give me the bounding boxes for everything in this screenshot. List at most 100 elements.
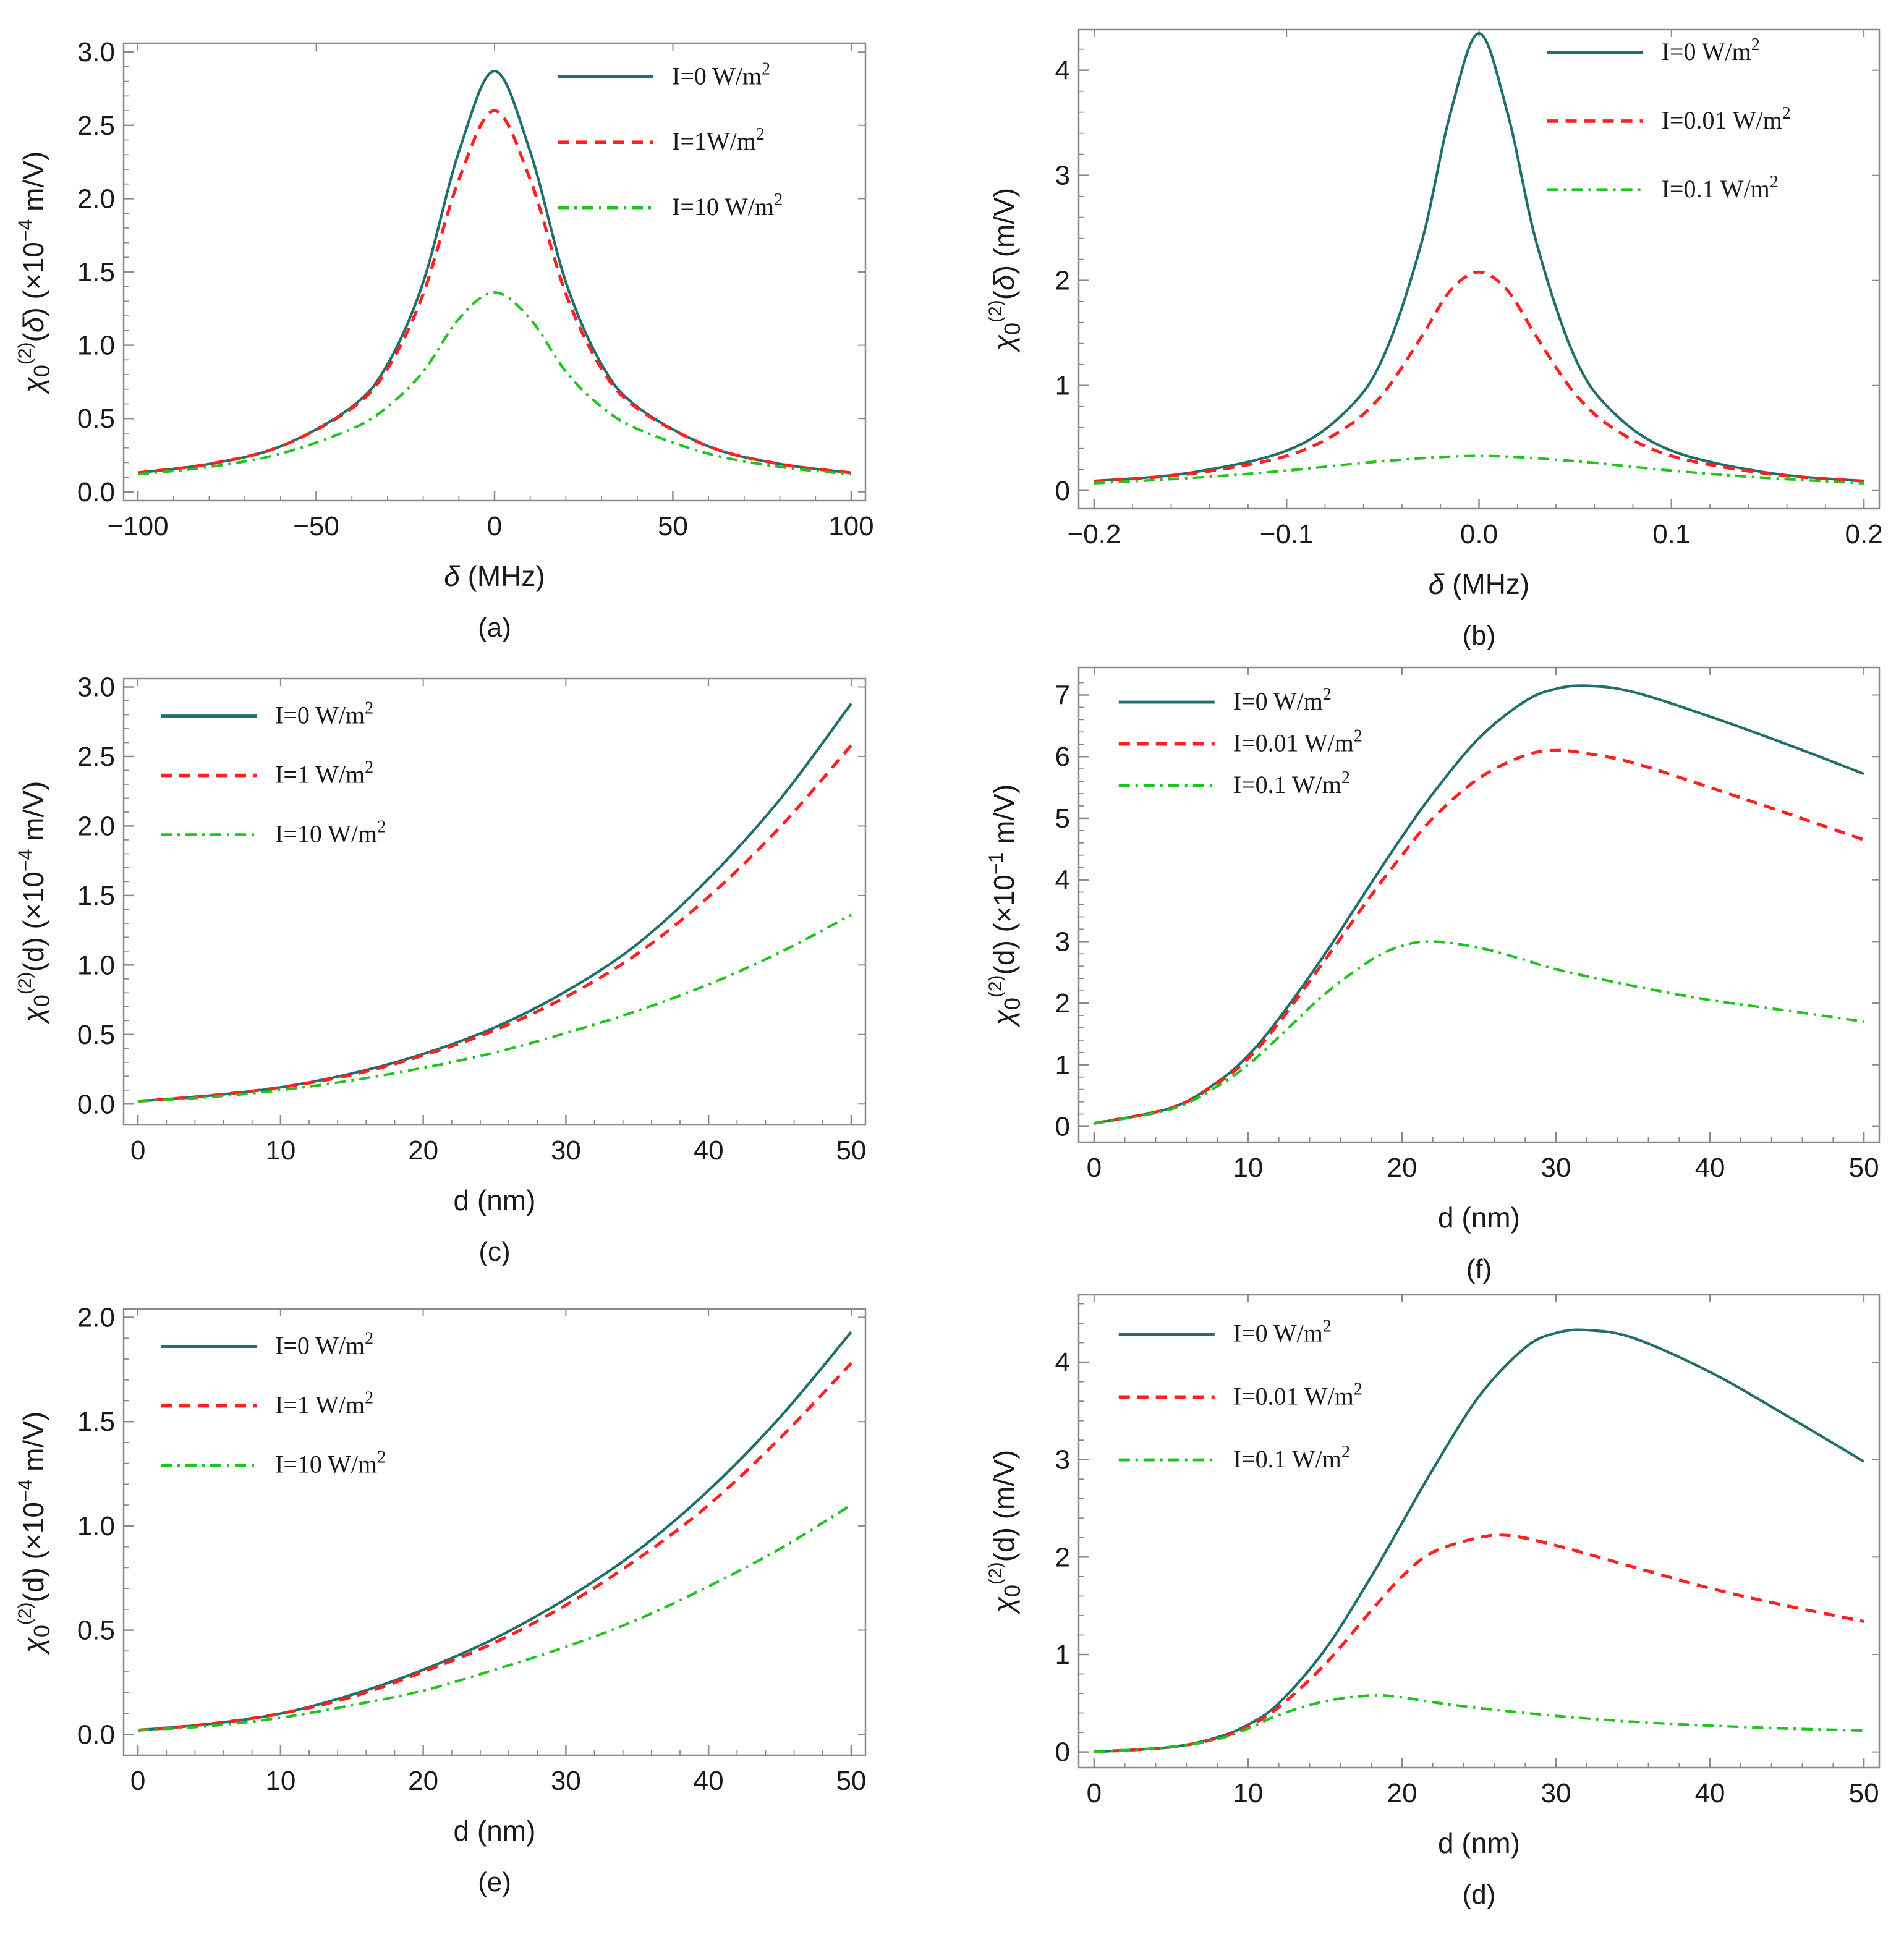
y-tick-label: 2 <box>1055 1542 1070 1572</box>
panel-label: (d) <box>1463 1879 1496 1910</box>
y-tick-label: 1.5 <box>77 257 115 287</box>
y-tick-label: 1 <box>1055 1640 1070 1670</box>
series-group <box>137 1331 852 1732</box>
y-tick-label: 2.0 <box>77 1302 115 1333</box>
series-line-dashdot <box>137 913 852 1103</box>
x-axis-title: d (nm) <box>454 1815 536 1847</box>
x-tick-label: −50 <box>293 511 339 541</box>
legend-label: I=0 W/m2 <box>1233 1317 1332 1347</box>
series-line-dashed <box>137 109 852 475</box>
legend-label: I=0 W/m2 <box>672 59 770 90</box>
legend-label: I=0 W/m2 <box>1662 35 1760 66</box>
legend-label: I=0 W/m2 <box>1233 685 1332 715</box>
series-line-dashdot <box>137 291 852 476</box>
plot-frame <box>122 677 867 1126</box>
x-tick-label: 20 <box>408 1135 438 1166</box>
y-tick-label: 4 <box>1055 865 1070 896</box>
x-tick-label: −0.1 <box>1260 519 1314 549</box>
x-tick-label: 40 <box>1695 1153 1725 1183</box>
x-tick-label: 30 <box>551 1135 581 1166</box>
y-tick-label: 2 <box>1055 988 1070 1019</box>
legend: I=0 W/m2 I=1 W/m2 I=10 W/m2 <box>161 1329 386 1478</box>
legend-label: I=1 W/m2 <box>275 1389 373 1419</box>
x-tick-label: 0 <box>130 1766 145 1796</box>
x-axis-title: d (nm) <box>1438 1201 1520 1234</box>
y-tick-label: 1.0 <box>77 1511 115 1541</box>
y-axis-title: χ0(2)(d) (m/V) <box>985 1450 1025 1615</box>
y-axis-title: χ0(2)(d) (×10−4 m/V) <box>14 781 54 1025</box>
y-axis-title: χ0(2)(δ) (×10−4 m/V) <box>14 151 54 396</box>
x-tick-label: −0.2 <box>1067 519 1121 549</box>
series-line-dashdot <box>1094 1693 1864 1753</box>
legend: I=0 W/m2 I=1 W/m2 I=10 W/m2 <box>161 699 386 848</box>
series-line-solid <box>1094 1328 1865 1753</box>
series-line-dashdot <box>137 1504 852 1732</box>
y-tick-label: 0.5 <box>77 404 115 434</box>
x-tick-label: 0 <box>1087 1778 1102 1808</box>
panel-label: (b) <box>1463 621 1496 651</box>
series-line-solid <box>1094 32 1864 483</box>
x-tick-label: 0 <box>487 511 502 541</box>
y-tick-label: 7 <box>1055 680 1070 710</box>
y-tick-label: 0 <box>1055 1112 1070 1142</box>
panel-label: (f) <box>1466 1254 1492 1284</box>
x-axis-title: δ (MHz) <box>1429 568 1530 600</box>
y-tick-label: 3 <box>1055 1445 1070 1475</box>
y-tick-label: 1.5 <box>77 881 115 911</box>
series-group <box>137 703 852 1103</box>
y-tick-label: 1 <box>1055 371 1070 401</box>
legend-label: I=0.01 W/m2 <box>1233 727 1362 757</box>
legend-label: I=10 W/m2 <box>672 190 783 221</box>
x-tick-label: 40 <box>694 1135 724 1166</box>
chart-panel-d: 0 10 20 30 40 50 0 1 2 3 4 I=0 W/m2 I=0.01 W/m2 I=0.1… <box>985 1294 1881 1910</box>
x-tick-label: 50 <box>1849 1778 1879 1808</box>
y-axis-title: χ0(2)(d) (×10−1 m/V) <box>985 784 1025 1028</box>
x-tick-label: 40 <box>1695 1778 1725 1808</box>
y-tick-label: 2.5 <box>77 111 115 141</box>
chart-panel-e: 0 10 20 30 40 50 0.0 0.5 1.0 1.5 2.0 I=0 W/m2 I=1 W/… <box>14 1302 866 1897</box>
y-axis-title: χ0(2)(δ) (m/V) <box>985 188 1025 353</box>
y-tick-label: 3.0 <box>77 672 115 702</box>
y-tick-label: 2.5 <box>77 742 115 772</box>
x-tick-label: 30 <box>1541 1153 1571 1183</box>
legend: I=0 W/m2 I=0.01 W/m2 I=0.1 W/m2 <box>1547 35 1791 203</box>
legend-label: I=0 W/m2 <box>275 1329 373 1360</box>
series-line-dashed <box>137 1362 852 1732</box>
plot-frame <box>122 1308 867 1756</box>
series-line-dashed <box>1094 270 1864 483</box>
y-tick-label: 2 <box>1055 266 1070 296</box>
legend-label: I=10 W/m2 <box>275 1448 386 1478</box>
chart-panel-a: −100 −50 0 50 100 0.0 0.5 1.0 1.5 2.0 2.5 3.0 I=0 W/… <box>14 37 874 643</box>
series-line-dashed <box>1094 748 1864 1125</box>
series-line-dashdot <box>1094 940 1864 1125</box>
y-tick-label: 2.0 <box>77 184 115 214</box>
x-tick-label: 20 <box>1387 1153 1417 1183</box>
x-tick-label: 50 <box>836 1766 866 1796</box>
plot-frame <box>1077 1294 1881 1769</box>
x-tick-label: 30 <box>1541 1778 1571 1808</box>
y-tick-label: 5 <box>1055 803 1070 834</box>
y-tick-label: 0.0 <box>77 1089 115 1119</box>
legend-label: I=0.01 W/m2 <box>1662 104 1791 134</box>
x-tick-label: 10 <box>1233 1153 1263 1183</box>
x-tick-label: 50 <box>658 511 688 541</box>
x-axis-title: d (nm) <box>1438 1827 1520 1859</box>
series-group <box>1094 1328 1865 1754</box>
legend: I=0 W/m2 I=1W/m2 I=10 W/m2 <box>558 59 783 221</box>
y-tick-label: 0.0 <box>77 1719 115 1750</box>
legend-label: I=0.1 W/m2 <box>1662 172 1779 203</box>
x-axis-title: δ (MHz) <box>444 560 545 592</box>
y-tick-label: 3 <box>1055 926 1070 957</box>
y-tick-label: 0 <box>1055 1737 1070 1768</box>
x-tick-label: 40 <box>694 1766 724 1796</box>
series-group <box>1094 32 1864 485</box>
panel-label: (c) <box>478 1237 510 1267</box>
legend-label: I=10 W/m2 <box>275 818 386 848</box>
y-axis-title: χ0(2)(d) (×10−4 m/V) <box>14 1412 54 1656</box>
legend-label: I=0.1 W/m2 <box>1233 768 1350 799</box>
x-tick-label: 10 <box>265 1766 295 1796</box>
x-tick-label: 0 <box>130 1135 145 1166</box>
y-tick-label: 0.0 <box>77 477 115 507</box>
x-tick-label: 50 <box>836 1135 866 1166</box>
